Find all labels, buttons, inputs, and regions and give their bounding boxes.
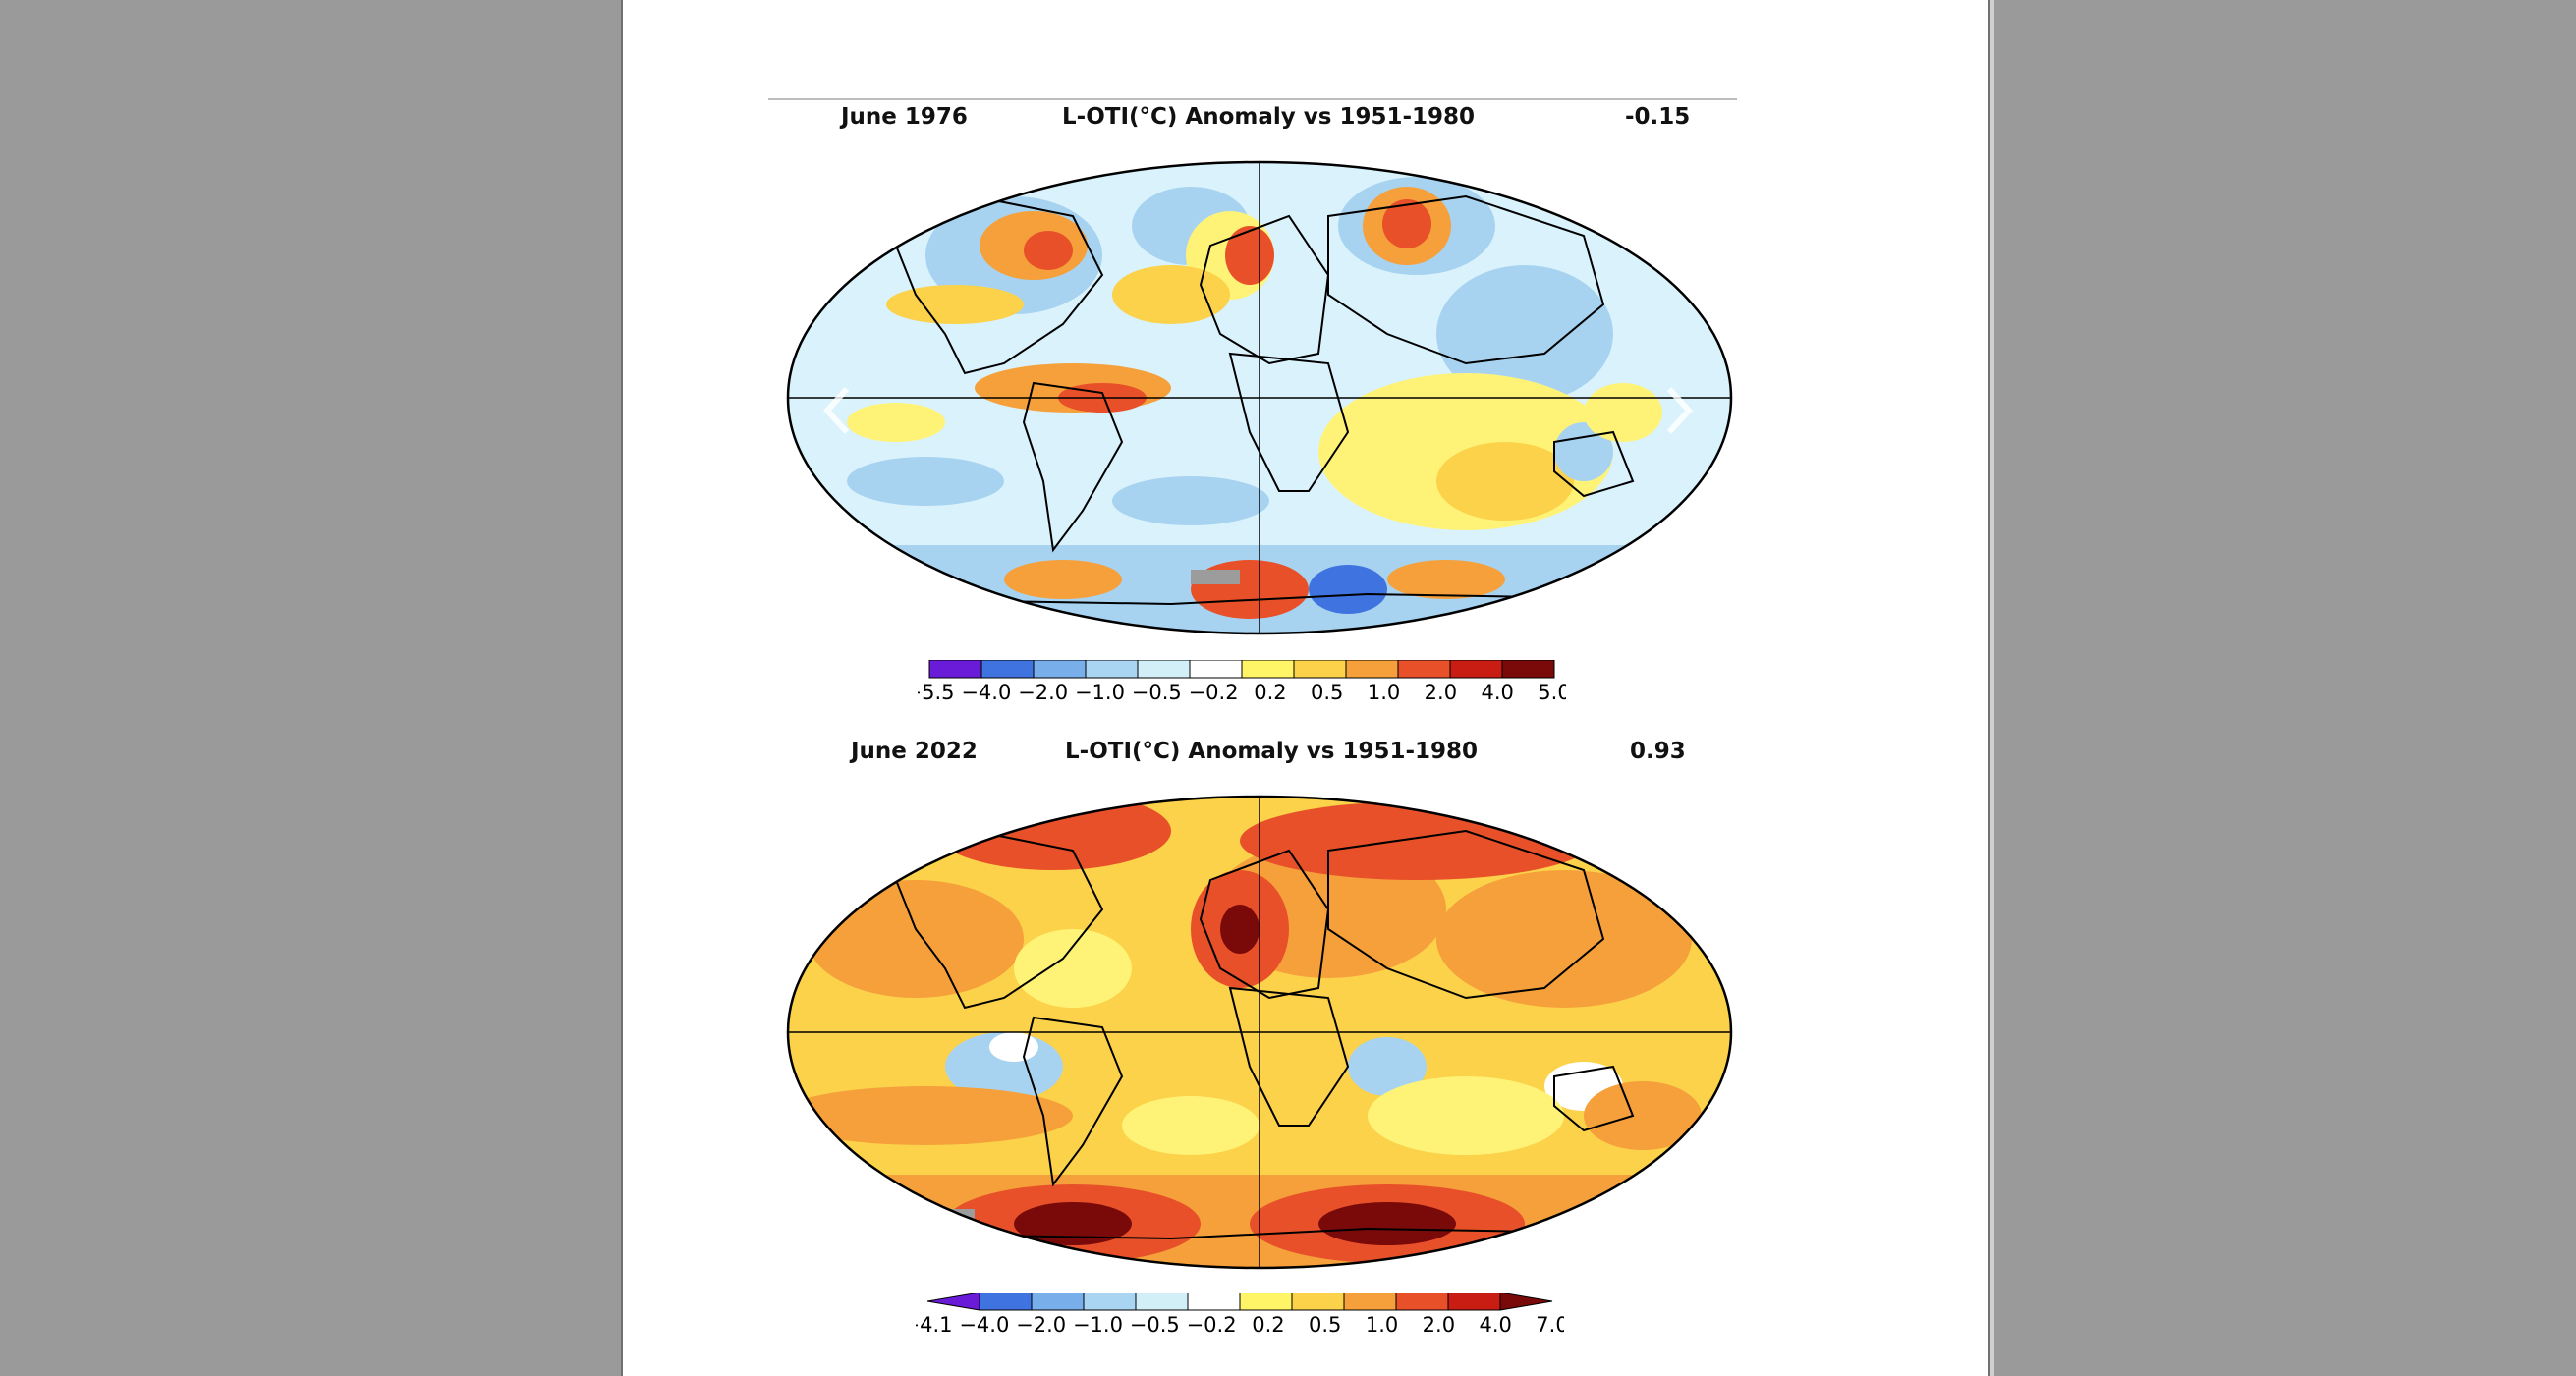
next-arrow-icon[interactable] xyxy=(1659,381,1699,440)
colorbar-tick-label: −0.5 xyxy=(1130,1313,1180,1337)
colorbar-segment xyxy=(1345,660,1399,679)
colorbar-tick-label: 0.2 xyxy=(1254,681,1286,704)
page-edge xyxy=(1990,0,1994,1376)
panel-title: L-OTI(°C) Anomaly vs 1951-1980 xyxy=(1062,104,1476,130)
colorbar-tick-label: 1.0 xyxy=(1368,681,1400,704)
colorbar-segment xyxy=(1189,660,1243,679)
colorbar-tick-label: 1.0 xyxy=(1366,1313,1398,1337)
colorbar-tick-label: 2.0 xyxy=(1423,1313,1455,1337)
colorbar-segment xyxy=(1187,1293,1241,1311)
colorbar-tick-label: −0.5 xyxy=(1132,681,1182,704)
colorbar-segment xyxy=(1239,1293,1293,1311)
map-panel-2022: June 2022 L-OTI(°C) Anomaly vs 1951-1980… xyxy=(623,717,1992,1376)
colorbar-tick-label: −4.0 xyxy=(959,1313,1009,1337)
anomaly-map-2022 xyxy=(786,795,1733,1270)
colorbar-segment xyxy=(1343,1293,1397,1311)
colorbar-segment xyxy=(928,660,982,679)
colorbar-tick-label: 4.0 xyxy=(1481,681,1513,704)
document-page: June 1976 L-OTI(°C) Anomaly vs 1951-1980… xyxy=(621,0,1990,1376)
global-mean-value: -0.15 xyxy=(1625,104,1691,130)
panel-title: L-OTI(°C) Anomaly vs 1951-1980 xyxy=(1065,739,1479,764)
colorbar-segment xyxy=(1137,660,1191,679)
colorbar-segment xyxy=(1135,1293,1189,1311)
map-panel-1976: June 1976 L-OTI(°C) Anomaly vs 1951-1980… xyxy=(623,0,1992,717)
colorbar-tick-label: −0.2 xyxy=(1187,1313,1237,1337)
colorbar-segment xyxy=(1085,660,1139,679)
panel-date: June 1976 xyxy=(841,104,968,130)
colorbar-tick-label: −2.0 xyxy=(1016,1313,1066,1337)
colorbar-tick-label: −4.1 xyxy=(916,1313,953,1337)
colorbar-tick-label: 2.0 xyxy=(1425,681,1457,704)
colorbar-segment xyxy=(1083,1293,1137,1311)
divider-line xyxy=(768,98,1737,100)
colorbar-tick-label: 0.5 xyxy=(1311,681,1343,704)
colorbar-segment xyxy=(1395,1293,1449,1311)
colorbar-tick-label: −5.5 xyxy=(918,681,955,704)
colorbar-segment xyxy=(1293,660,1347,679)
colorbar-segment xyxy=(979,1293,1033,1311)
colorbar-tick-label: −0.2 xyxy=(1189,681,1239,704)
colorbar-segment xyxy=(1291,1293,1345,1311)
prev-arrow-icon[interactable] xyxy=(817,381,857,440)
colorbar-tick-label: 4.0 xyxy=(1479,1313,1511,1337)
colorbar-tick-label: 5.0 xyxy=(1538,681,1566,704)
colorbar-segment xyxy=(980,660,1035,679)
colorbar-tick-label: −1.0 xyxy=(1075,681,1125,704)
colorbar-segment xyxy=(1499,1293,1553,1311)
colorbar-segment xyxy=(1031,1293,1085,1311)
global-mean-value: 0.93 xyxy=(1630,739,1686,764)
colorbar-tick-label: 0.5 xyxy=(1309,1313,1341,1337)
colorbar-segment xyxy=(1447,1293,1501,1311)
colorbar-segment xyxy=(1449,660,1503,679)
colorbar-tick-label: −1.0 xyxy=(1073,1313,1123,1337)
colorbar-1976: −5.5 −4.0 −2.0 −1.0 −0.5 −0.2 0.2 0.5 1.0 2.0 4.0 5… xyxy=(918,660,1566,704)
colorbar-segment xyxy=(1033,660,1087,679)
colorbar-tick-label: 0.2 xyxy=(1252,1313,1284,1337)
anomaly-map-1976 xyxy=(786,160,1733,635)
colorbar-tick-label: −4.0 xyxy=(961,681,1011,704)
colorbar-tick-label: −2.0 xyxy=(1018,681,1068,704)
colorbar-segment xyxy=(1501,660,1555,679)
colorbar-segment xyxy=(1241,660,1295,679)
colorbar-tick-label: 7.0 xyxy=(1536,1313,1564,1337)
panel-date: June 2022 xyxy=(851,739,978,764)
colorbar-segment xyxy=(1397,660,1451,679)
colorbar-2022: −4.1−4.0 −2.0 −1.0 −0.5 −0.2 0.2 0.5 1.0 2.0 4.0 7… xyxy=(916,1293,1564,1337)
colorbar-segment xyxy=(926,1293,980,1311)
